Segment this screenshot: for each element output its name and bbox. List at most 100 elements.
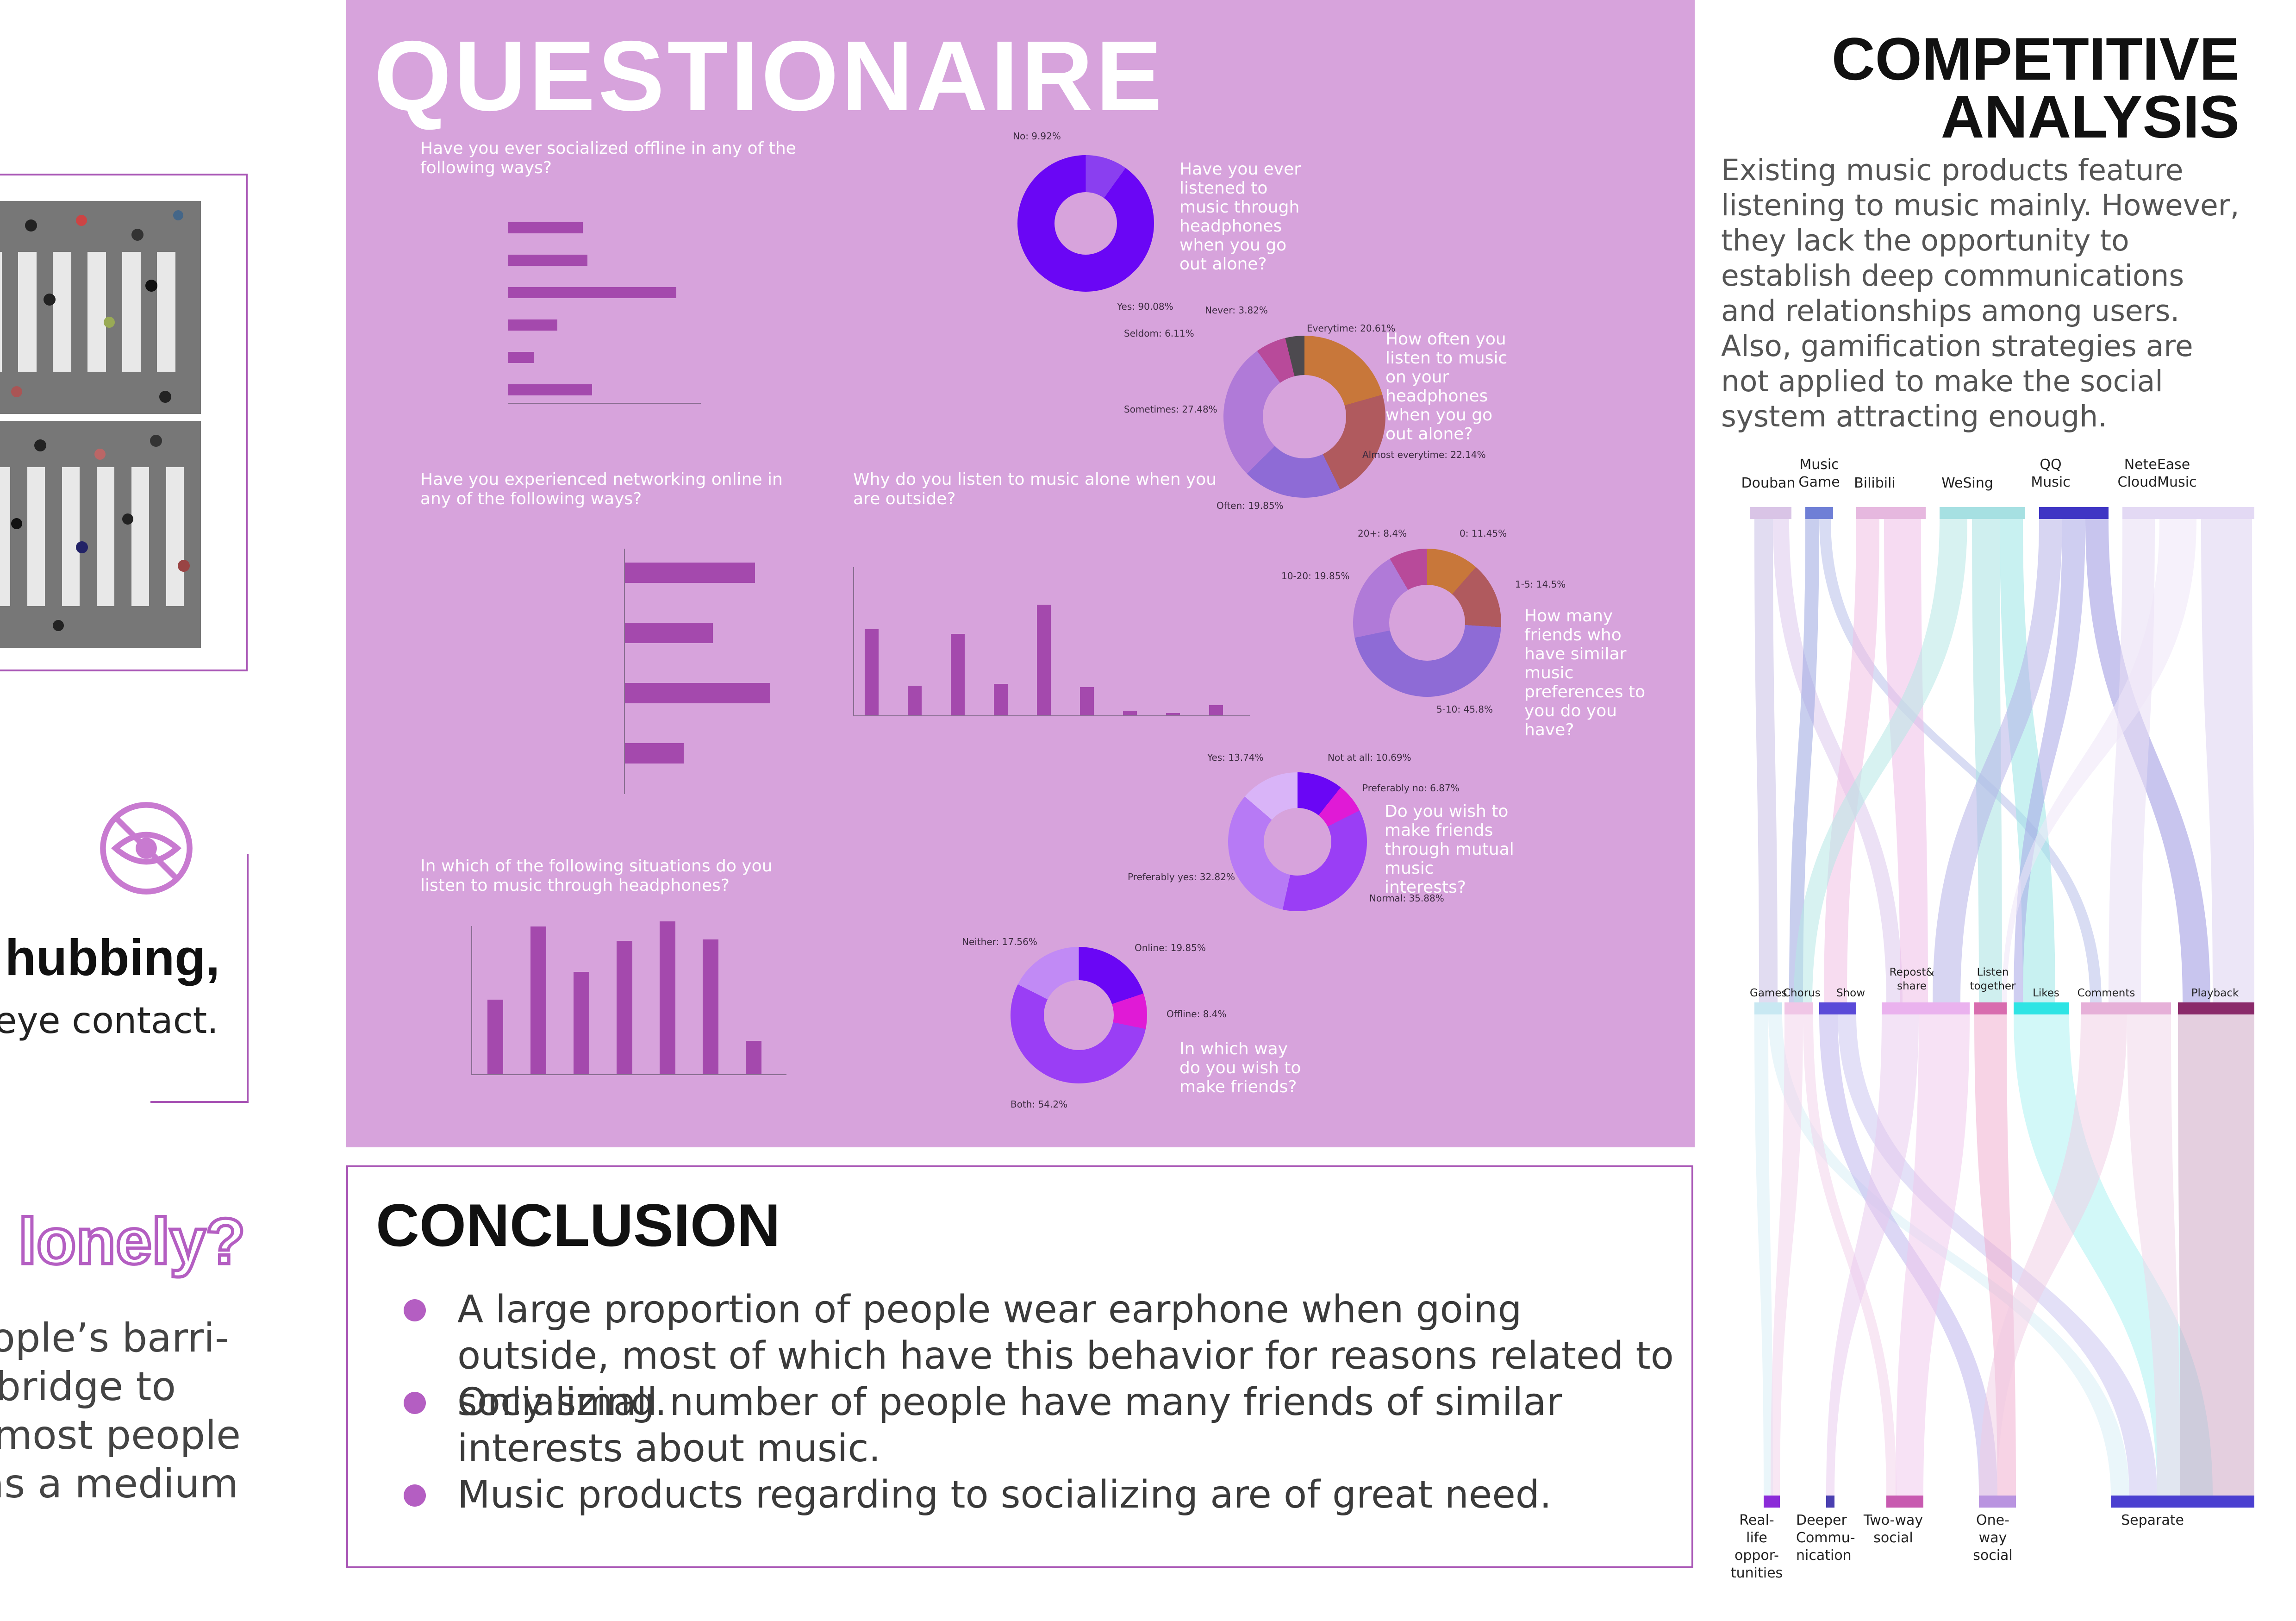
q3-label-everytime: Everytime: 20.61% [1307,323,1396,334]
sankey-feature-label: Playback [2191,987,2239,999]
sankey-feature-node [2014,1002,2069,1014]
q1-bar [508,319,557,331]
sankey-flow-top [1789,519,1819,1002]
q9-label-both: Both: 54.2% [1011,1099,1068,1110]
q8-bar [487,999,503,1074]
sankey-product-label: Douban [1741,475,1796,491]
competitive-sankey-diagram [1750,507,2254,1508]
sankey-flow-bottom [1768,1014,2129,1496]
crosswalk-photo-top [0,201,201,414]
q4-bar [624,743,684,764]
q5-bar [1080,687,1094,715]
q8-bar [574,972,589,1074]
q9-label-offline: Offline: 8.4% [1167,1008,1227,1020]
questionnaire-title: QUESTIONAIRE [374,20,1165,131]
sankey-flow-bottom [2127,1014,2180,1496]
q7-label-preferably-yes: Preferably yes: 32.82% [1128,871,1235,882]
eye-contact-text: eye contact. [0,1000,218,1042]
q5-question: Why do you listen to music alone when yo… [853,470,1217,508]
q8-bar [660,921,675,1074]
sankey-feature-node [2081,1002,2171,1014]
sankey-flow-top [2201,519,2254,1002]
competitive-description: Existing music products feature listenin… [1721,153,2240,433]
sankey-product-node [2122,507,2254,519]
q5-axis-x [853,715,1250,716]
q4-bar [624,683,771,703]
sankey-feature-node [1784,1002,1813,1014]
q9-label-online: Online: 19.85% [1135,942,1206,953]
q4-axis [624,549,625,794]
q1-bar [508,255,588,266]
sankey-flow-top [1933,519,2062,1002]
q7-label-yes: Yes: 13.74% [1207,752,1264,763]
q5-axis-y [853,567,854,715]
sankey-product-node [1940,507,2025,519]
sankey-product-node [2039,507,2109,519]
questionnaire-panel: QUESTIONAIRE Have you ever socialized of… [346,0,1695,1147]
q1-axis [508,403,701,404]
conclusion-bullet-3: Music products regarding to socializing … [457,1473,1552,1517]
q1-question: Have you ever socialized offline in any … [420,139,796,177]
q6-label-10-20: 10-20: 19.85% [1281,570,1350,582]
sankey-flow-top [1824,519,1879,1002]
sankey-product-label: QQ Music [2031,457,2071,490]
q8-bar [703,939,718,1074]
q6-label-1-5: 1-5: 14.5% [1515,579,1566,590]
bullet-dot [404,1299,426,1321]
q5-bar [908,686,922,715]
sankey-outcome-label: Deeper Commu- nication [1796,1512,1855,1564]
phubbing-heading: hubbing, [5,929,220,986]
q1-bar [508,384,593,395]
sankey-outcome-label: Two-way social [1863,1512,1923,1546]
q2-label-yes: Yes: 90.08% [1117,301,1173,312]
sankey-feature-node [1754,1002,1782,1014]
left-divider-vertical [247,854,249,1102]
q8-bar [530,926,546,1074]
sankey-feature-label: Games [1750,987,1787,999]
q3-label-seldom: Seldom: 6.11% [1124,328,1194,339]
sankey-flow-bottom [1979,1014,2127,1496]
bullet-dot [404,1484,426,1507]
conclusion-title: CONCLUSION [376,1191,780,1259]
q1-bar [508,352,534,363]
q3-label-sometimes: Sometimes: 27.48% [1124,404,1217,415]
sankey-outcome-node [1764,1496,1780,1508]
sankey-flow-top [1819,519,2102,1002]
sankey-product-node [1805,507,1833,519]
q9-question: In which way do you wish to make friends… [1179,1039,1301,1096]
sankey-flow-top [1884,519,1928,1002]
q8-bar [617,940,632,1074]
sankey-outcome-node [2111,1496,2254,1508]
q5-bar [1123,711,1137,715]
sankey-product-node [1750,507,1791,519]
lonely-heading: o lonely? [0,1203,247,1279]
sankey-flow-top [2109,519,2155,1002]
sankey-flow-top [2014,519,2085,1002]
sankey-feature-label: Comments [2077,987,2135,999]
sankey-feature-node [1974,1002,2007,1014]
q6-donut-chart [1353,549,1501,697]
q3-label-almost: Almost everytime: 22.14% [1362,449,1486,460]
sankey-outcome-label: One-way social [1973,1512,2013,1564]
q5-bar [994,683,1008,715]
sankey-flow-top [1754,519,1778,1002]
intro-line: eople’s barri- [0,1315,229,1361]
q2-label-no: No: 9.92% [1013,131,1061,142]
sankey-feature-label: Chorus [1783,987,1821,999]
q7-label-preferably-no: Preferably no: 6.87% [1362,782,1460,794]
sankey-outcome-node [1886,1496,1923,1508]
sankey-outcome-node [1826,1496,1834,1508]
sankey-flow-bottom [1826,1014,1919,1496]
sankey-flow-top [1794,519,1967,1002]
sankey-product-label: NeteEase CloudMusic [2117,457,2197,490]
left-image-frame [0,174,248,671]
q3-question: How often you listen to music on your he… [1385,330,1508,444]
q1-bar [508,287,676,298]
q7-donut-chart [1228,772,1367,911]
conclusion-bullet-2: Only small number of people have many fr… [457,1380,1562,1471]
q6-label-20plus: 20+: 8.4% [1358,528,1407,539]
q3-label-often: Often: 19.85% [1217,500,1284,511]
q7-label-not-at-all: Not at all: 10.69% [1328,752,1411,763]
sankey-product-label: Bilibili [1854,475,1896,491]
competitive-title-line1: COMPETITIVE [1831,25,2240,93]
